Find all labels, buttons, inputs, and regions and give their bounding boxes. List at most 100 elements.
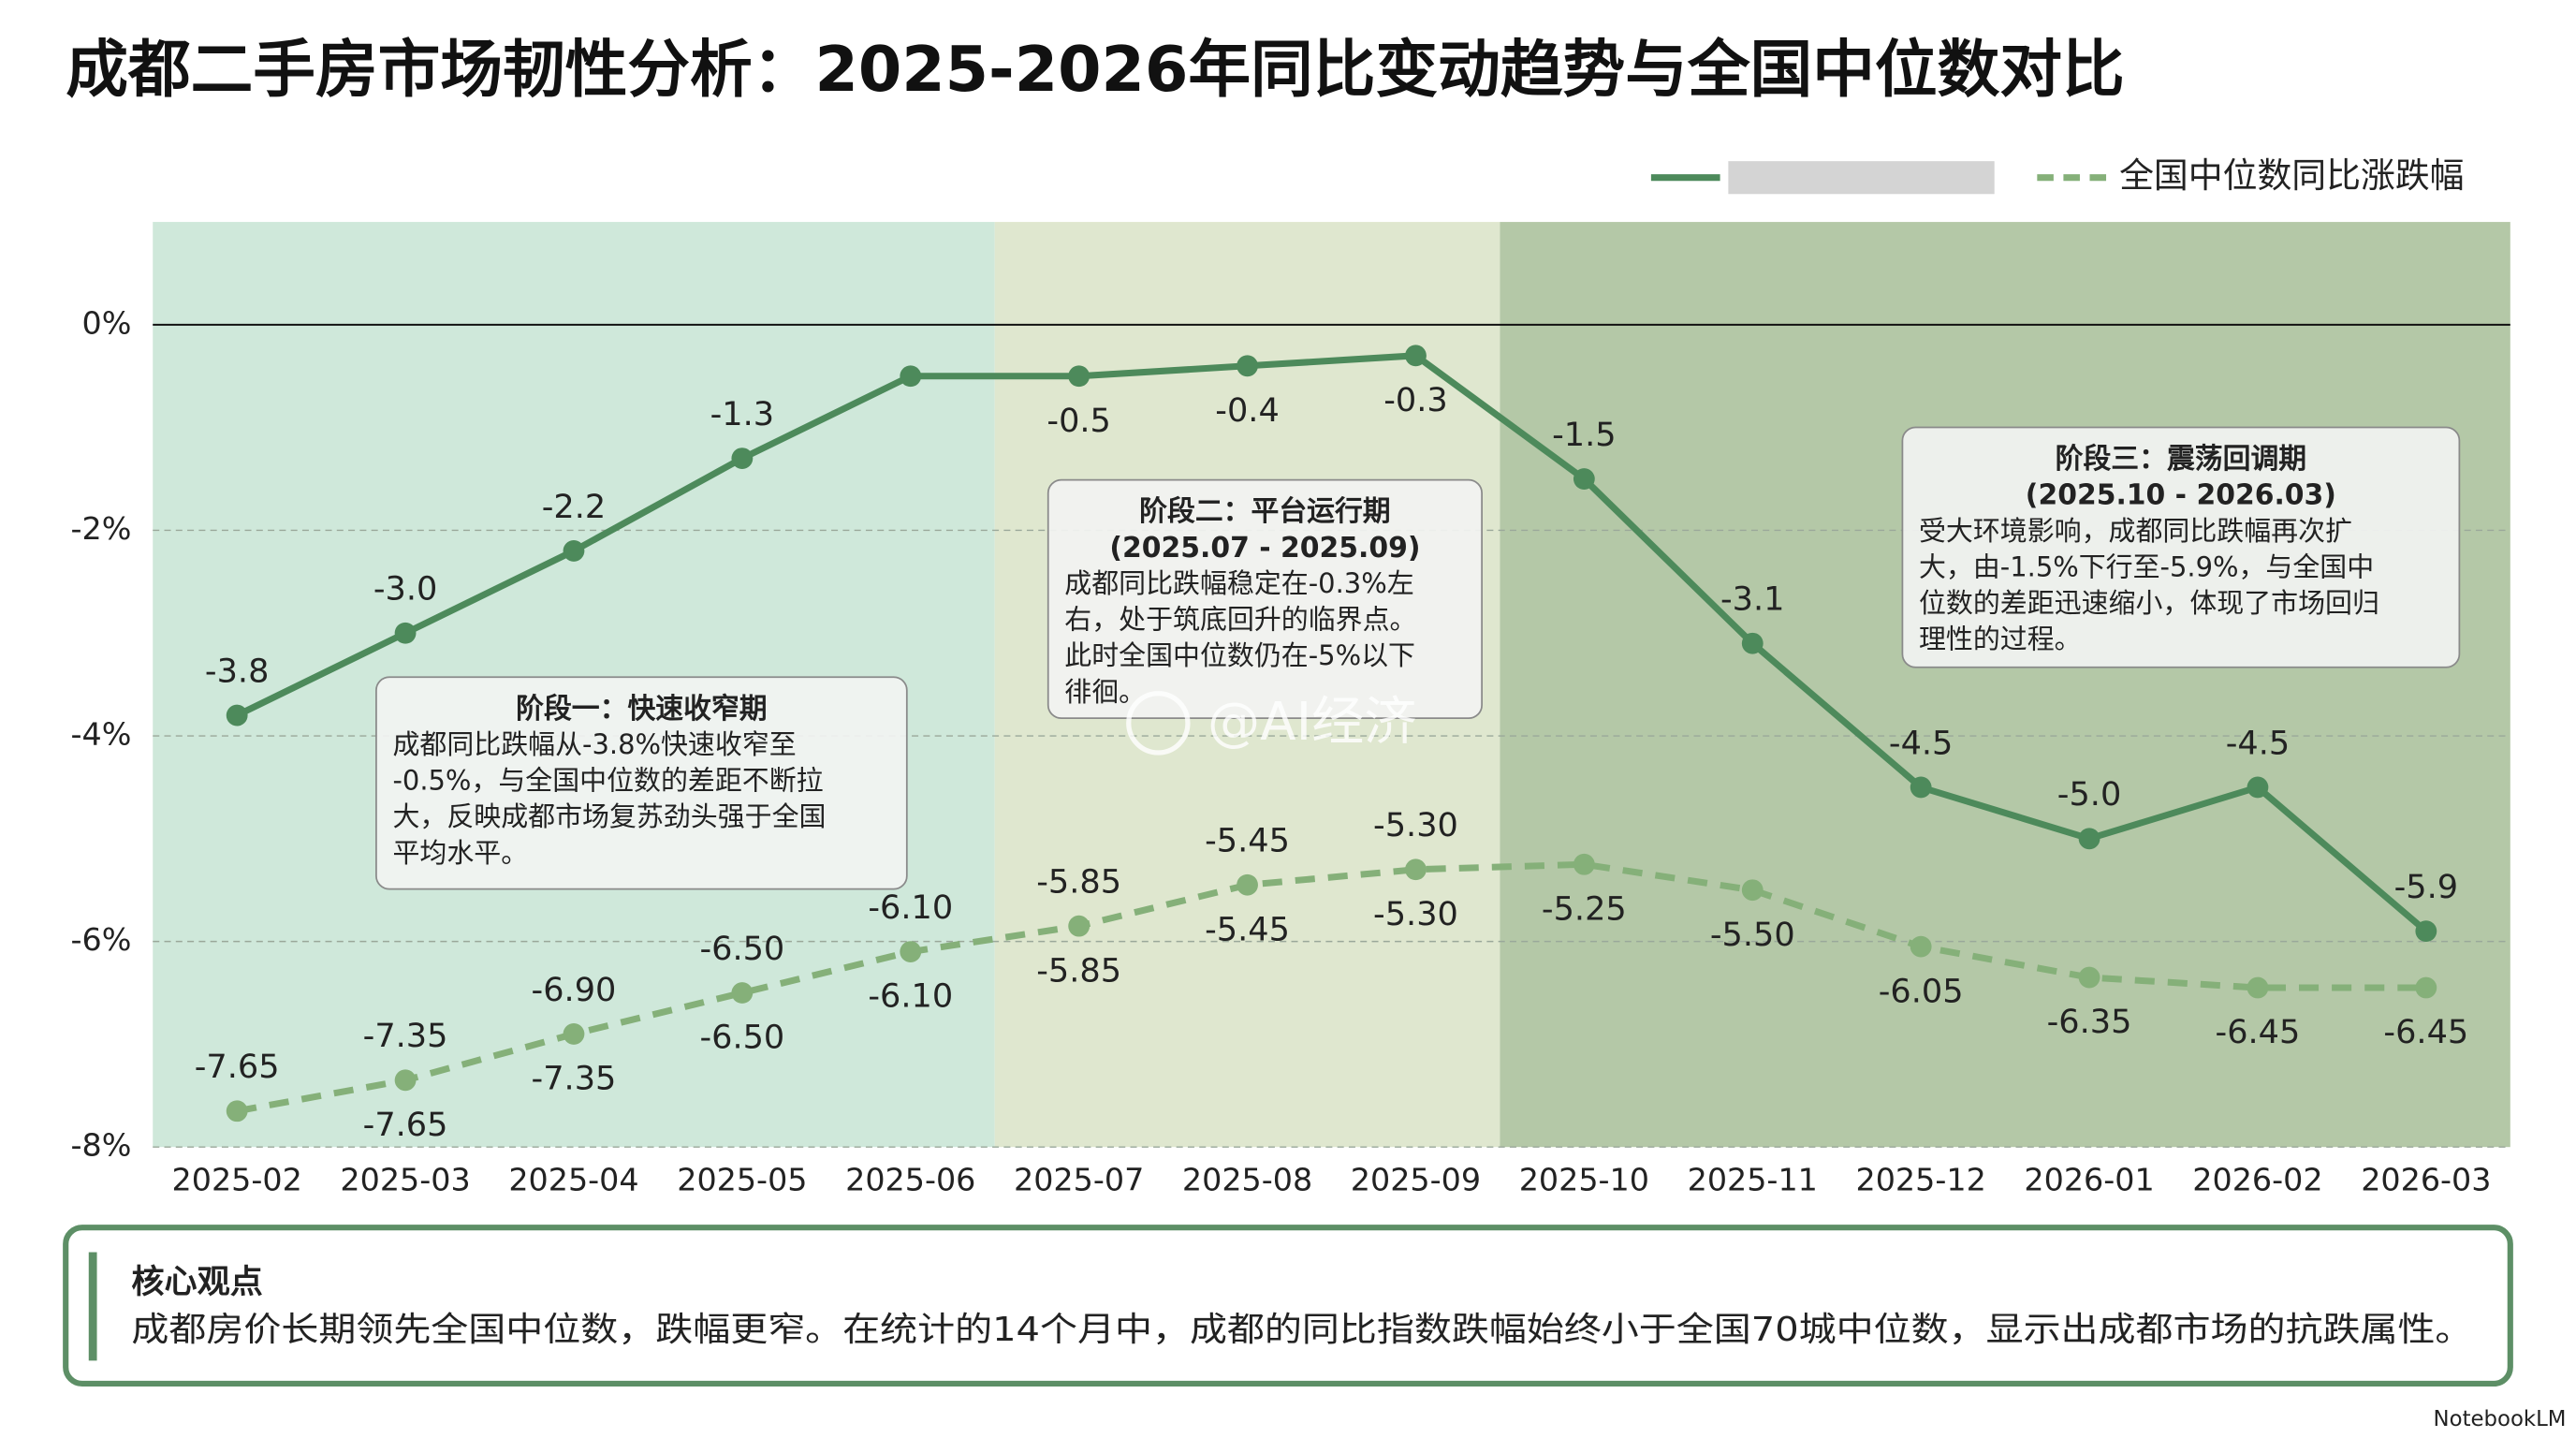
- data-label: -7.35: [532, 1060, 617, 1098]
- annotation-text: 大，反映成都市场复苏劲头强于全国: [392, 800, 826, 832]
- data-label: -6.45: [2216, 1013, 2301, 1051]
- data-point: [2078, 828, 2100, 850]
- data-point: [1068, 915, 1090, 937]
- y-tick-label: -2%: [71, 510, 132, 547]
- data-point: [2078, 966, 2100, 989]
- data-label: -6.50: [699, 930, 784, 968]
- x-tick-label: 2025-11: [1688, 1162, 1818, 1198]
- annotation-text: 徘徊。: [1064, 676, 1146, 708]
- data-point: [731, 982, 754, 1004]
- data-label: -1.3: [710, 395, 774, 433]
- x-tick-label: 2025-08: [1182, 1162, 1312, 1198]
- data-point: [1910, 935, 1932, 958]
- annotation-box: [1901, 426, 2461, 668]
- chart-title: 成都二手房市场韧性分析：2025-2026年同比变动趋势与全国中位数对比: [66, 33, 2124, 106]
- x-tick-label: 2025-02: [172, 1162, 302, 1198]
- data-point: [226, 704, 248, 726]
- watermark-icon: [1126, 691, 1191, 756]
- y-tick-label: -8%: [71, 1127, 132, 1164]
- data-point: [563, 540, 585, 562]
- data-label: -5.30: [1373, 895, 1458, 933]
- data-point: [1068, 365, 1090, 388]
- x-tick-label: 2025-05: [677, 1162, 807, 1198]
- annotation-text: 平均水平。: [392, 837, 528, 869]
- x-tick-label: 2025-10: [1519, 1162, 1649, 1198]
- data-point: [394, 622, 417, 644]
- data-label: -5.50: [1710, 916, 1795, 954]
- x-tick-label: 2025-04: [508, 1162, 638, 1198]
- series-line: [236, 860, 2426, 1115]
- data-point: [1405, 345, 1427, 367]
- annotation-text: 受大环境影响，成都同比跌幅再次扩: [1919, 515, 2352, 547]
- data-label: -5.85: [1036, 951, 1121, 990]
- data-label: -7.35: [363, 1017, 448, 1055]
- y-tick-label: -4%: [71, 716, 132, 753]
- data-label: -3.8: [205, 652, 269, 690]
- data-point: [900, 941, 922, 963]
- data-point: [731, 448, 754, 470]
- data-label: -0.4: [1215, 391, 1279, 430]
- data-point: [1405, 858, 1427, 881]
- annotation-text: 位数的差距迅速缩小，体现了市场回归: [1919, 587, 2379, 619]
- insight-box: [63, 1225, 2513, 1387]
- annotation-title: 阶段一：快速收窄期: [516, 693, 767, 726]
- data-point: [1573, 853, 1595, 875]
- data-label: -6.05: [1879, 972, 1964, 1010]
- x-tick-label: 2025-03: [340, 1162, 470, 1198]
- annotation-text: 大，由-1.5%下行至-5.9%，与全国中: [1919, 550, 2374, 582]
- data-label: -5.30: [1373, 806, 1458, 844]
- y-tick-label: -6%: [71, 921, 132, 958]
- data-point: [1237, 873, 1258, 896]
- annotation-box: [375, 676, 908, 890]
- data-label: -4.5: [2226, 724, 2290, 762]
- data-label: -6.50: [699, 1019, 784, 1057]
- data-label: -6.10: [868, 977, 953, 1016]
- x-tick-label: 2025-12: [1856, 1162, 1986, 1198]
- annotation-subtitle: (2025.07 - 2025.09): [1109, 532, 1420, 565]
- insight-accent: [88, 1252, 97, 1361]
- phase-region: [1500, 222, 2510, 1148]
- data-label: -6.90: [532, 971, 617, 1009]
- data-point: [1237, 355, 1258, 377]
- data-point: [1910, 776, 1932, 799]
- annotation-box: [1046, 478, 1483, 719]
- legend-label: 全国中位数同比涨跌幅: [2119, 155, 2464, 196]
- data-label: -5.85: [1036, 863, 1121, 902]
- data-point: [394, 1069, 417, 1092]
- x-tick-label: 2026-02: [2192, 1162, 2322, 1198]
- data-label: -7.65: [195, 1048, 280, 1086]
- data-label: -3.0: [373, 570, 437, 609]
- y-tick-label: 0%: [82, 304, 132, 341]
- data-point: [226, 1100, 248, 1123]
- data-point: [1741, 879, 1764, 902]
- data-label: -2.2: [542, 488, 606, 526]
- insight-title: 核心观点: [131, 1263, 262, 1301]
- data-label: -5.9: [2394, 868, 2458, 906]
- data-point: [1741, 632, 1764, 654]
- series-line: [235, 352, 2429, 934]
- data-label: -5.25: [1542, 889, 1627, 928]
- data-label: -4.5: [1889, 724, 1953, 762]
- data-label: -7.65: [363, 1106, 448, 1144]
- data-label: -6.10: [868, 888, 953, 927]
- data-label: -3.1: [1720, 580, 1784, 619]
- data-label: -6.35: [2047, 1003, 2132, 1041]
- annotation-subtitle: (2025.10 - 2026.03): [2026, 479, 2336, 512]
- data-point: [2415, 976, 2437, 999]
- legend-redacted: [1728, 161, 1995, 195]
- watermark: @AI经济: [1208, 692, 1416, 753]
- insight-text: 成都房价长期领先全国中位数，跌幅更窄。在统计的14个月中，成都的同比指数跌幅始终…: [131, 1311, 2472, 1349]
- data-label: -0.3: [1383, 381, 1447, 419]
- data-point: [1573, 468, 1595, 490]
- annotation-title: 阶段二：平台运行期: [1139, 495, 1390, 528]
- x-tick-label: 2026-01: [2024, 1162, 2154, 1198]
- data-label: -5.45: [1205, 910, 1290, 948]
- annotation-text: 此时全国中位数仍在-5%以下: [1064, 639, 1415, 671]
- x-tick-label: 2025-07: [1014, 1162, 1144, 1198]
- annotation-text: 成都同比跌幅从-3.8%快速收窄至: [392, 728, 796, 760]
- data-label: -5.45: [1205, 822, 1290, 860]
- data-label: -6.45: [2383, 1013, 2468, 1051]
- annotation-text: -0.5%，与全国中位数的差距不断拉: [392, 765, 823, 797]
- data-point: [2415, 920, 2437, 943]
